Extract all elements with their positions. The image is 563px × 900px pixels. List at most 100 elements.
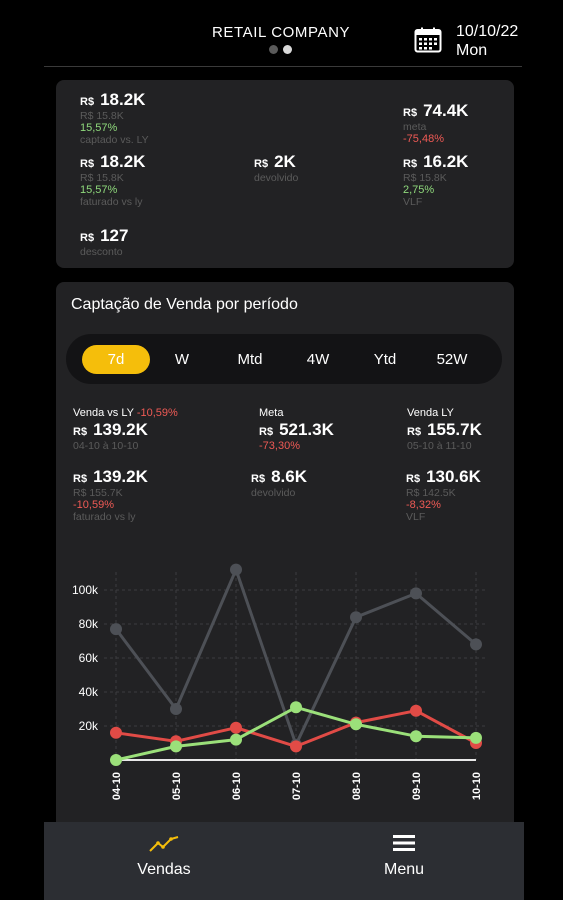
tab-52w[interactable]: 52W [436,351,468,368]
currency-label: R$ [251,473,266,485]
period-meta-change: -73,30% [259,440,300,452]
currency-label: R$ [73,426,88,438]
tab-mtd[interactable]: Mtd [237,351,263,368]
desconto-value: 127 [100,226,129,245]
vlf-label: VLF [403,196,423,208]
app-header: RETAIL COMPANY 10/10/22 Mon [0,0,563,68]
period-meta-head: Meta [259,407,284,419]
company-name[interactable]: RETAIL COMPANY [212,24,351,41]
bottom-nav: Vendas Menu [44,822,524,900]
series-point-1 [230,563,242,576]
currency-label: R$ [403,107,418,119]
x-tick-label: 08-10 [351,772,363,800]
summary-card [56,80,514,268]
date-value: 10/10/22 [456,23,519,40]
metric-captado: R$ 18.2K R$ 15.8K 15,57% captado vs. LY [80,90,149,146]
tab-w[interactable]: W [174,351,190,368]
captado-value: 18.2K [100,90,146,109]
metric-desconto: R$ 127 desconto [80,226,128,258]
sales-line-chart: 20k 40k 60k 80k 100k 04-10 05-10 06-10 07-10 08-1… [72,563,486,800]
period-card-title: Captação de Venda por período [71,296,298,313]
period-vlf-value: 130.6K [426,467,481,486]
meta-value: 74.4K [423,101,469,120]
period-meta: Meta R$ 521.3K -73,30% [259,406,334,452]
period-faturado-change: -10,59% [73,499,114,511]
series-point-3 [230,733,242,746]
vlf-change: 2,75% [403,184,435,196]
page-indicator[interactable] [269,45,292,54]
series-point-2 [110,726,122,739]
captado-label: captado vs. LY [80,134,149,146]
faturado-value: 18.2K [100,152,146,171]
period-devolvido: R$ 8.6K devolvido [251,467,307,499]
series-point-1 [170,703,182,715]
nav-menu[interactable]: Menu [284,822,524,900]
captado-change: 15,57% [80,122,118,134]
currency-label: R$ [406,473,421,485]
series-point-1 [110,623,122,636]
metric-devolvido: R$ 2K devolvido [254,152,298,184]
series-point-2 [410,704,422,717]
x-tick-label: 09-10 [411,772,423,800]
weekday-value: Mon [456,42,488,59]
faturado-change: 15,57% [80,184,118,196]
series-point-2 [230,721,242,734]
currency-label: R$ [407,426,422,438]
x-tick-label: 05-10 [171,772,183,800]
period-venda-vs-ly: Venda vs LY -10,59% R$ 139.2K 04-10 à 10-… [73,406,178,452]
currency-label: R$ [73,473,88,485]
period-vlf-label: VLF [406,511,426,523]
period-vlf-change: -8,32% [406,499,441,511]
period-devolvido-label: devolvido [251,487,296,499]
vlf-ly-value: R$ 15.8K [403,172,447,184]
devolvido-label: devolvido [254,172,299,184]
x-tick-label: 04-10 [111,772,123,800]
tab-ytd[interactable]: Ytd [373,351,397,368]
desconto-label: desconto [80,246,123,258]
header-divider [44,66,522,67]
y-tick-label: 80k [79,617,99,631]
calendar-icon[interactable] [414,27,442,53]
series-point-2 [290,740,302,753]
y-tick-label: 60k [79,651,99,665]
chart-line-icon [149,836,179,852]
period-faturado-ly-value: R$ 155.7K [73,487,123,499]
x-tick-label: 10-10 [471,772,483,800]
page-dot-1[interactable] [269,45,278,54]
faturado-ly-value: R$ 15.8K [80,172,124,184]
y-tick-label: 40k [79,685,99,699]
period-selector: 7d W Mtd 4W Ytd 52W [66,334,502,384]
series-point-3 [350,718,362,731]
series-point-1 [470,638,482,651]
currency-label: R$ [254,158,269,170]
date-display[interactable]: 10/10/22 Mon [456,22,518,60]
venda-vs-ly-head-change: -10,59% [136,407,178,419]
y-tick-label: 100k [72,583,99,597]
nav-vendas-label: Vendas [137,861,191,878]
period-faturado-label: faturado vs ly [73,511,136,523]
meta-label: meta [403,121,427,133]
series-point-3 [470,731,482,744]
currency-label: R$ [80,96,95,108]
tab-7d[interactable]: 7d [82,345,150,374]
period-meta-value: 521.3K [279,420,334,439]
metric-meta: R$ 74.4K meta -75,48% [403,101,468,145]
currency-label: R$ [403,158,418,170]
venda-ly-value: 155.7K [427,420,482,439]
y-tick-label: 20k [79,719,99,733]
faturado-label: faturado vs ly [80,196,143,208]
meta-change: -75,48% [403,133,444,145]
period-faturado: R$ 139.2K R$ 155.7K -10,59% faturado vs l… [73,467,148,523]
period-venda-ly: Venda LY R$ 155.7K 05-10 à 11-10 [407,406,482,452]
page-dot-2[interactable] [283,45,292,54]
series-point-3 [290,701,302,714]
captado-ly-value: R$ 15.8K [80,110,124,122]
nav-menu-label: Menu [383,861,425,878]
x-tick-label: 06-10 [231,772,243,800]
currency-label: R$ [80,158,95,170]
nav-vendas[interactable]: Vendas [44,822,284,900]
series-point-3 [110,754,122,766]
devolvido-value: 2K [274,152,296,171]
currency-label: R$ [259,426,274,438]
tab-4w[interactable]: 4W [306,351,330,368]
